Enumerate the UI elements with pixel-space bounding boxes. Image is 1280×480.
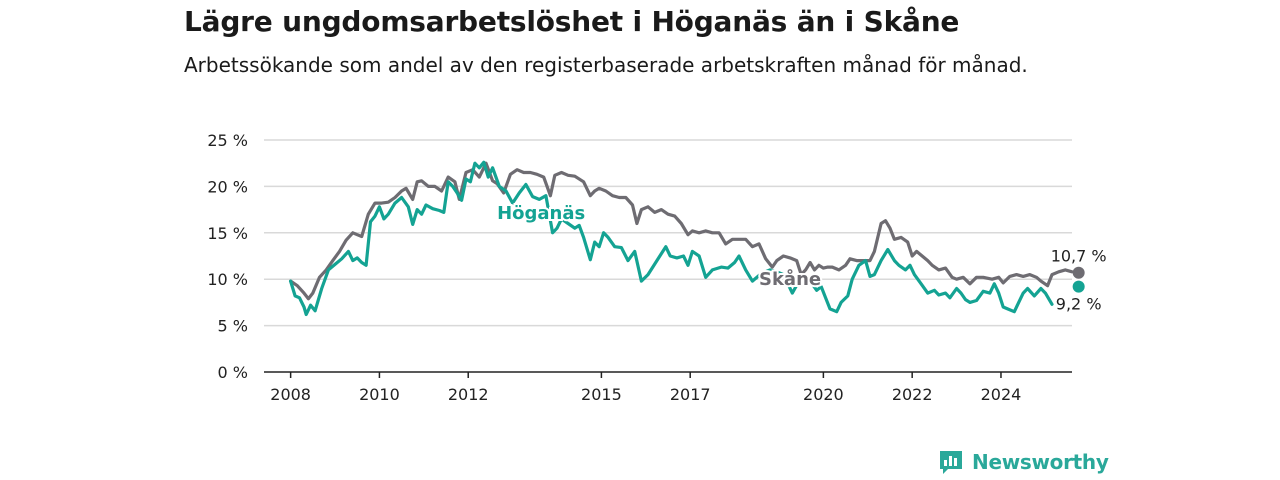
- newsworthy-logo-icon: [940, 451, 962, 474]
- y-tick-label: 5 %: [218, 317, 248, 336]
- y-tick-label: 25 %: [207, 131, 248, 150]
- series-line-skne: [289, 161, 1074, 301]
- brand-name: Newsworthy: [972, 450, 1109, 474]
- gridlines: [264, 139, 1072, 327]
- x-tick-label: 2015: [581, 385, 622, 404]
- series-lines: [289, 160, 1074, 317]
- x-tick-label: 2022: [892, 385, 933, 404]
- end-point: [1072, 266, 1085, 279]
- end-value-label: 10,7 %: [1051, 247, 1107, 266]
- x-tick-label: 2024: [981, 385, 1022, 404]
- series-labels: Höganäs Skåne 10,7 % 9,2 %: [495, 201, 1108, 315]
- end-point: [1072, 280, 1085, 293]
- series-line-hgans: [289, 160, 1054, 317]
- series-label: Skåne: [759, 268, 821, 290]
- y-tick-label: 20 %: [207, 177, 248, 196]
- y-tick-label: 15 %: [207, 224, 248, 243]
- y-tick-label: 0 %: [218, 363, 248, 382]
- end-value-label: 9,2 %: [1056, 295, 1102, 314]
- x-tick-label: 2017: [670, 385, 711, 404]
- x-axis: 2008 2010 2012 2015 2017 2020 2022 2024: [264, 371, 1072, 404]
- series-label: Höganäs: [497, 203, 585, 224]
- y-tick-label: 10 %: [207, 270, 248, 289]
- y-axis: 0 % 5 % 10 % 15 % 20 % 25 %: [207, 131, 248, 382]
- x-tick-label: 2008: [270, 385, 311, 404]
- x-tick-label: 2010: [359, 385, 400, 404]
- chart-subtitle: Arbetssökande som andel av den registerb…: [184, 53, 1028, 77]
- chart-title: Lägre ungdomsarbetslöshet i Höganäs än i…: [184, 5, 960, 38]
- x-tick-label: 2012: [448, 385, 489, 404]
- x-tick-label: 2020: [803, 385, 844, 404]
- brand-logo: Newsworthy: [938, 449, 1109, 475]
